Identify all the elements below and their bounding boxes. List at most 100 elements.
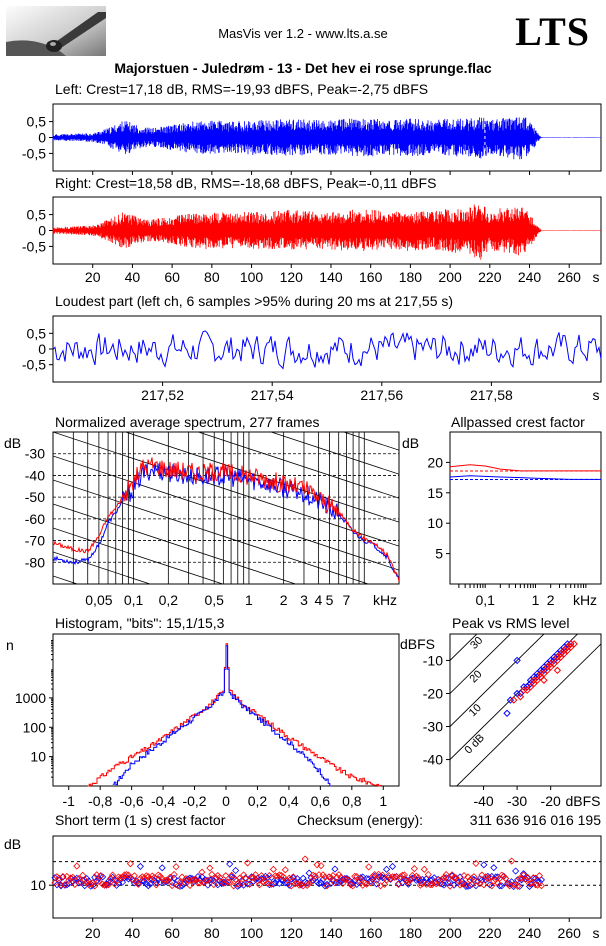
stcrest-point-right	[267, 880, 275, 888]
left-waveform-ytick-1-label: 0	[38, 130, 46, 146]
stcrest-point-left	[85, 877, 93, 885]
crest-xtick-label-1: 1	[532, 592, 540, 608]
stcrest-point-left	[244, 880, 252, 888]
stcrest-point-right	[436, 880, 444, 888]
stcrest-point-left	[315, 880, 323, 888]
stcrest-point-right	[236, 874, 244, 882]
stcrest-point-right	[424, 870, 432, 879]
stcrest-point-left	[206, 876, 214, 884]
histogram-xtick-3-label: -0,4	[151, 793, 175, 809]
stcrest-point-left	[287, 875, 295, 883]
pvr-ytick-3-label: -40	[423, 752, 443, 768]
stcrest-xtick-4-label: 100	[240, 925, 264, 941]
stcrest-point-left	[341, 874, 349, 883]
pvr-point-right	[510, 696, 518, 704]
right-waveform-xtick-2-label: 60	[164, 269, 180, 285]
stcrest-point-right	[317, 862, 325, 870]
spectrum-title: Normalized average spectrum, 277 frames	[55, 414, 320, 430]
stcrest-point-right	[108, 871, 117, 879]
stcrest-point-right	[529, 874, 538, 882]
stcrest-point-right	[166, 873, 174, 881]
spectrum-series-left	[53, 462, 399, 579]
stcrest-point-right	[349, 882, 357, 890]
stcrest-point-right	[105, 881, 113, 889]
checksum-value: 311 636 916 016 195	[470, 812, 602, 828]
spectrum-slope-line	[53, 551, 152, 584]
spectrum-ytick-label-0: -30	[25, 446, 45, 462]
histogram-xtick-5-label: 0	[222, 793, 230, 809]
stcrest-point-left	[523, 874, 532, 882]
stcrest-point-right	[303, 881, 311, 889]
stcrest-point-right	[502, 874, 510, 883]
stcrest-point-right	[484, 875, 492, 883]
pvr-ytick-1-label: -20	[423, 685, 443, 701]
stcrest-point-right	[375, 870, 383, 878]
stcrest-point-right	[514, 882, 522, 890]
stcrest-point-right	[93, 871, 101, 879]
stcrest-point-left	[496, 882, 504, 890]
histogram-xtick-0-label: -1	[63, 793, 76, 809]
crest-xtick-label-0: 0,1	[475, 592, 495, 608]
histogram-xtick-8-label: 0,6	[311, 793, 331, 809]
histogram-title: Histogram, "bits": 15,1/15,3	[55, 615, 225, 631]
pvr-frame	[449, 633, 602, 787]
stcrest-point-right	[309, 871, 317, 879]
right-waveform-xtick-3-label: 80	[204, 269, 220, 285]
stcrest-point-right	[269, 865, 277, 873]
stcrest-point-right	[130, 872, 138, 880]
stcrest-point-right	[210, 881, 218, 889]
spectrum-slope-line	[342, 432, 399, 451]
stcrest-point-right	[251, 871, 260, 879]
stcrest-point-left	[200, 878, 208, 886]
stcrest-point-left	[490, 864, 498, 872]
stcrest-point-left	[460, 880, 468, 888]
crest-ylabel: dB	[402, 435, 419, 451]
stcrest-point-right	[420, 865, 428, 873]
stcrest-point-right	[242, 875, 250, 883]
stcrest-point-left	[138, 877, 146, 885]
stcrest-point-right	[61, 881, 69, 889]
stcrest-point-left	[99, 873, 107, 881]
stcrest-point-left	[486, 881, 494, 889]
spectrum-xtick-label-6: 3	[300, 592, 308, 608]
stcrest-point-right	[212, 874, 220, 882]
spectrum-ytick-label-5: -80	[25, 554, 45, 570]
stcrest-point-right	[265, 872, 273, 880]
stcrest-xtick-3-label: 80	[204, 925, 220, 941]
stcrest-point-right	[444, 874, 452, 882]
stcrest-point-right	[152, 881, 160, 889]
right-waveform-ytick-2-label: -0,5	[22, 238, 46, 254]
right-waveform-xtick-1-label: 40	[125, 269, 141, 285]
stcrest-point-right	[122, 870, 131, 879]
spectrum-slope-line	[269, 432, 399, 475]
stcrest-point-right	[408, 871, 416, 880]
stcrest-point-right	[508, 857, 516, 865]
stcrest-point-right	[406, 876, 414, 884]
stcrest-point-right	[363, 880, 371, 888]
stcrest-point-left	[216, 877, 224, 885]
right-waveform-ytick-1-label: 0	[38, 223, 46, 239]
pvr-point-right	[570, 640, 578, 648]
spectrum-ytick-label-1: -40	[25, 467, 45, 483]
histogram-xtick-9-label: 0,8	[342, 793, 362, 809]
stcrest-point-right	[136, 874, 144, 882]
stcrest-point-left	[95, 874, 103, 882]
stcrest-point-left	[333, 878, 341, 886]
stcrest-point-right	[162, 876, 170, 884]
spectrum-xtick-label-1: 0,1	[124, 592, 144, 608]
stcrest-point-right	[281, 866, 289, 874]
stcrest-point-left	[226, 860, 234, 868]
stcrest-point-right	[464, 873, 472, 881]
stcrest-point-left	[148, 875, 156, 883]
spectrum-xtick-label-5: 2	[280, 592, 288, 608]
stcrest-point-left	[73, 874, 81, 882]
stcrest-point-right	[384, 872, 393, 880]
stcrest-point-left	[158, 864, 166, 872]
stcrest-point-right	[369, 872, 377, 880]
spectrum-slope-line	[53, 527, 224, 584]
stcrest-point-left	[369, 875, 377, 884]
stcrest-point-right	[138, 873, 146, 881]
stcrest-point-right	[198, 868, 206, 876]
stcrest-point-left	[373, 880, 381, 888]
stcrest-point-left	[438, 880, 446, 888]
